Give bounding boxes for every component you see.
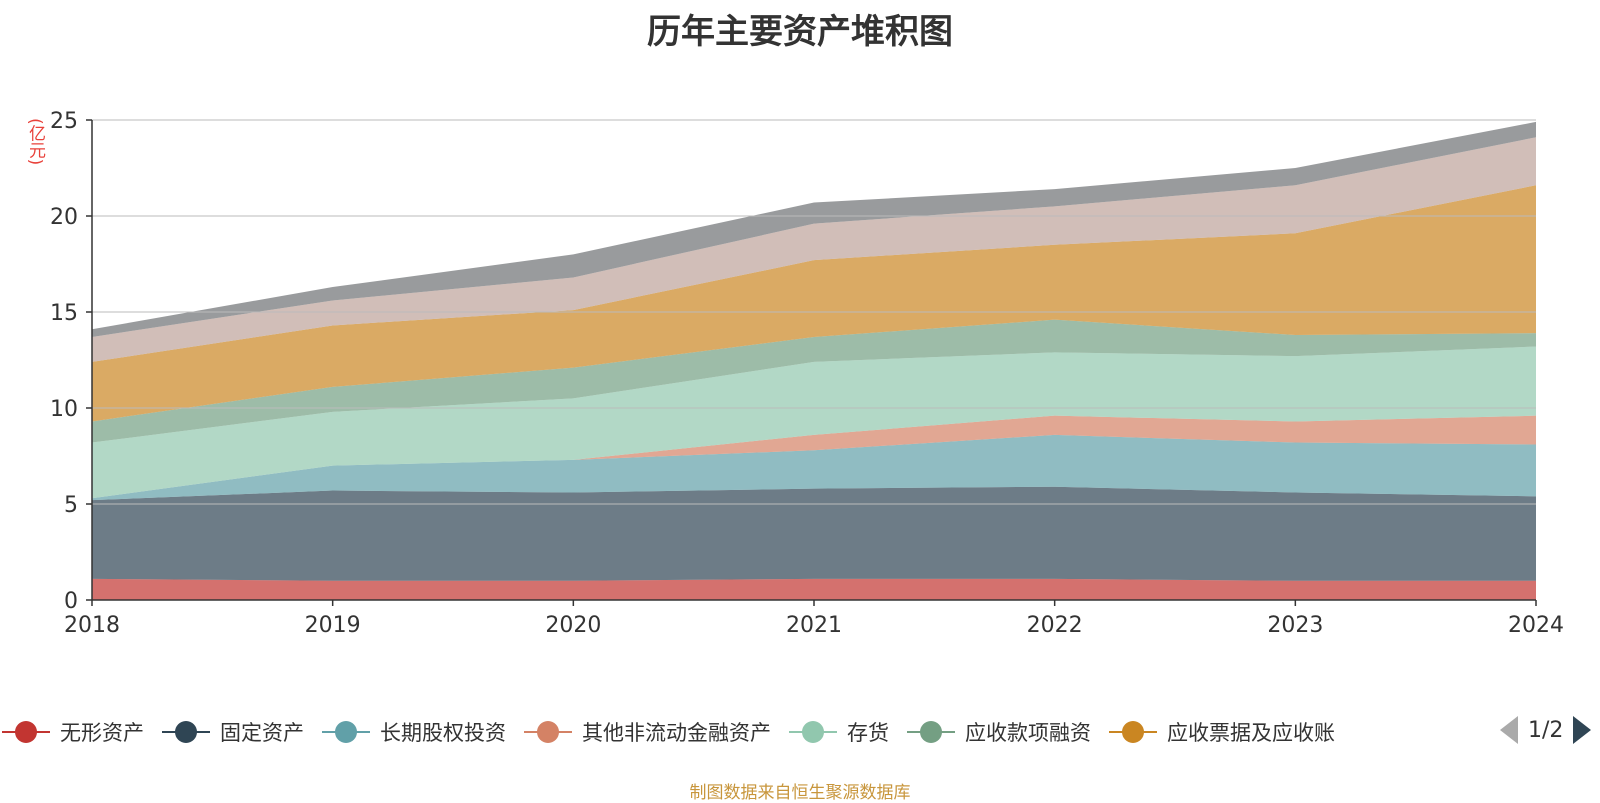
- data-source-note: 制图数据来自恒生聚源数据库: [689, 783, 911, 803]
- area-series-2: [92, 434, 1536, 501]
- area-series-6: [92, 185, 1536, 422]
- x-tick-label-2018: 2018: [64, 613, 120, 638]
- x-tick-label-2021: 2021: [786, 613, 842, 638]
- legend: 无形资产 固定资产 长期股权投资 其他非流动金融资产 存货 应收款项融资 应收票据及应收账: [0, 712, 1600, 752]
- legend-item-6[interactable]: 应收票据及应收账: [1109, 717, 1335, 747]
- triangle-right-icon[interactable]: [1573, 716, 1592, 744]
- y-tick-label-0: 0: [64, 589, 78, 614]
- legend-item-0[interactable]: 无形资产: [2, 717, 144, 747]
- area-series-0: [92, 578, 1536, 600]
- x-tick-label-2024: 2024: [1508, 613, 1564, 638]
- y-axis-unit: (亿元): [25, 118, 45, 166]
- triangle-left-icon[interactable]: [1500, 716, 1518, 744]
- x-tick-label-2020: 2020: [545, 613, 601, 638]
- legend-item-3[interactable]: 其他非流动金融资产: [524, 717, 771, 747]
- legend-label: 无形资产: [60, 721, 144, 745]
- y-tick-label-5: 5: [64, 493, 78, 518]
- area-series-1: [92, 486, 1536, 581]
- x-tick-label-2023: 2023: [1267, 613, 1323, 638]
- legend-label: 应收票据及应收账: [1167, 721, 1335, 745]
- area-series-3: [92, 415, 1536, 499]
- legend-label: 应收款项融资: [965, 721, 1091, 745]
- legend-marker-icon: [907, 720, 955, 744]
- legend-label: 固定资产: [220, 721, 304, 745]
- stacked-area-chart: 0 5 10 15 20 25 2018 2019 2020 2021 2022 2023 2024: [50, 109, 1564, 638]
- legend-page-indicator: 1/2: [1528, 717, 1564, 743]
- legend-item-5[interactable]: 应收款项融资: [907, 717, 1091, 747]
- legend-item-2[interactable]: 长期股权投资: [322, 717, 506, 747]
- y-tick-label-20: 20: [50, 205, 78, 230]
- legend-label: 其他非流动金融资产: [582, 721, 771, 745]
- legend-marker-icon: [789, 720, 837, 744]
- y-tick-label-25: 25: [50, 109, 78, 134]
- legend-label: 长期股权投资: [380, 721, 506, 745]
- x-tick-label-2022: 2022: [1027, 613, 1083, 638]
- legend-pager: 1/2: [1500, 716, 1592, 744]
- legend-marker-icon: [322, 720, 370, 744]
- legend-label: 存货: [847, 721, 889, 745]
- legend-marker-icon: [162, 720, 210, 744]
- x-tick-label-2019: 2019: [305, 613, 361, 638]
- area-series-8: [92, 121, 1536, 337]
- legend-item-1[interactable]: 固定资产: [162, 717, 304, 747]
- legend-marker-icon: [2, 720, 50, 744]
- y-tick-label-10: 10: [50, 397, 78, 422]
- area-series-4: [92, 346, 1536, 499]
- y-tick-label-15: 15: [50, 301, 78, 326]
- legend-marker-icon: [524, 720, 572, 744]
- area-series-7: [92, 137, 1536, 362]
- legend-marker-icon: [1109, 720, 1157, 744]
- chart-title: 历年主要资产堆积图: [647, 12, 953, 52]
- area-series-5: [92, 319, 1536, 443]
- legend-item-4[interactable]: 存货: [789, 717, 889, 747]
